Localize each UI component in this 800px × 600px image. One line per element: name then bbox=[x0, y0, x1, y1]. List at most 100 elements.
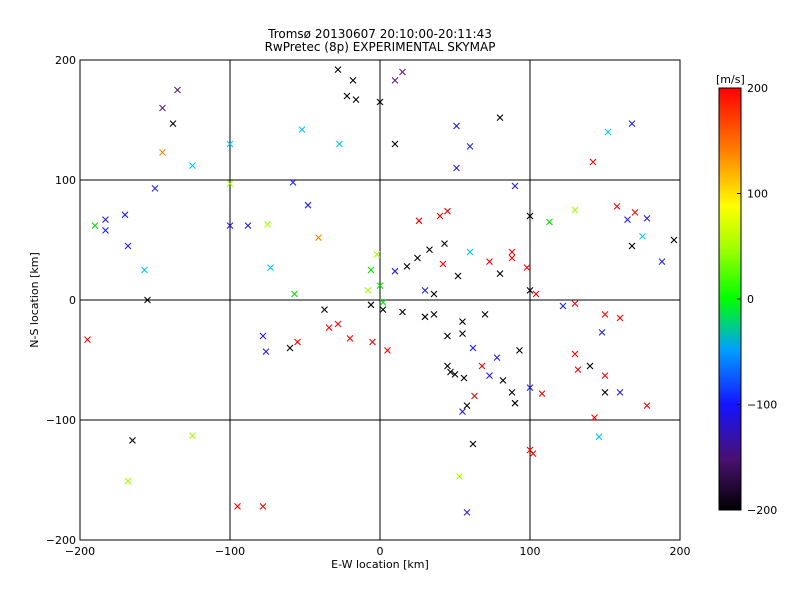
data-point bbox=[367, 301, 375, 309]
colorbar-tick-label: −200 bbox=[747, 504, 777, 517]
data-point bbox=[526, 287, 534, 294]
data-point bbox=[598, 329, 606, 336]
data-point bbox=[267, 264, 274, 271]
data-point bbox=[421, 287, 429, 294]
data-point bbox=[102, 216, 109, 223]
data-point bbox=[670, 236, 678, 244]
chart-subtitle: RwPretec (8p) EXPERIMENTAL SKYMAP bbox=[265, 40, 496, 54]
data-point bbox=[639, 233, 646, 240]
colorbar-ticks: 200 100 0 −100 −200 bbox=[737, 82, 777, 517]
data-point bbox=[144, 296, 151, 304]
data-point bbox=[349, 77, 357, 84]
data-point bbox=[334, 320, 342, 328]
data-point bbox=[304, 201, 312, 209]
x-tick-label: 200 bbox=[670, 545, 691, 558]
data-point bbox=[631, 209, 639, 216]
data-point bbox=[601, 372, 609, 379]
data-point bbox=[459, 330, 466, 337]
colorbar: [m/s] 200 100 0 −100 −200 bbox=[716, 73, 777, 517]
data-point bbox=[613, 203, 621, 210]
colorbar-tick-label: 100 bbox=[747, 188, 768, 201]
colorbar-tick-label: 0 bbox=[747, 293, 754, 306]
data-point bbox=[546, 218, 553, 226]
data-point bbox=[426, 246, 433, 253]
data-point bbox=[469, 440, 477, 448]
data-point bbox=[471, 392, 478, 400]
data-point bbox=[403, 263, 411, 270]
data-point bbox=[367, 266, 375, 274]
data-point bbox=[624, 216, 631, 223]
data-point bbox=[315, 234, 322, 241]
data-point bbox=[298, 126, 306, 133]
data-point bbox=[336, 140, 343, 148]
data-point bbox=[456, 473, 463, 480]
data-point bbox=[496, 270, 504, 277]
data-point bbox=[526, 384, 534, 391]
data-point bbox=[453, 164, 460, 172]
data-point bbox=[325, 324, 333, 331]
data-point bbox=[226, 180, 234, 187]
data-point bbox=[262, 348, 270, 355]
data-point bbox=[259, 503, 267, 510]
data-point bbox=[334, 66, 342, 73]
data-point bbox=[508, 389, 516, 396]
data-points bbox=[84, 66, 678, 516]
data-point bbox=[379, 306, 387, 313]
data-point bbox=[444, 207, 451, 215]
data-point bbox=[346, 335, 354, 342]
data-point bbox=[391, 140, 399, 148]
data-point bbox=[441, 240, 448, 247]
y-tick-label: −100 bbox=[46, 414, 76, 427]
data-point bbox=[141, 266, 148, 274]
data-point bbox=[466, 143, 474, 150]
data-point bbox=[499, 377, 507, 384]
data-point bbox=[189, 162, 196, 169]
x-tick-label: 0 bbox=[377, 545, 384, 558]
data-point bbox=[529, 450, 537, 457]
data-point bbox=[616, 389, 624, 396]
plot-frame bbox=[79, 59, 681, 541]
data-point bbox=[595, 433, 603, 441]
data-point bbox=[658, 258, 666, 265]
data-point bbox=[159, 104, 166, 112]
data-point bbox=[559, 302, 567, 310]
data-point bbox=[616, 314, 624, 322]
x-tick-label: −200 bbox=[65, 545, 95, 558]
data-point bbox=[643, 402, 651, 409]
y-axis-label: N-S location [km] bbox=[28, 252, 41, 348]
data-point bbox=[151, 185, 159, 192]
axis-ticks: −200 −100 0 100 200 −200 −100 0 100 200 bbox=[46, 54, 691, 558]
data-point bbox=[444, 362, 451, 370]
data-point bbox=[373, 251, 381, 258]
data-point bbox=[124, 242, 132, 250]
data-point bbox=[459, 408, 466, 415]
data-point bbox=[601, 389, 609, 396]
data-point bbox=[586, 362, 594, 370]
data-point bbox=[459, 318, 466, 325]
y-tick-label: 200 bbox=[55, 54, 76, 67]
data-point bbox=[463, 509, 471, 516]
data-point bbox=[601, 311, 609, 318]
data-point bbox=[523, 264, 531, 271]
data-point bbox=[571, 206, 579, 214]
data-point bbox=[124, 477, 132, 485]
data-point bbox=[430, 311, 438, 318]
data-point bbox=[391, 267, 399, 275]
data-point bbox=[460, 374, 468, 382]
y-tick-label: 0 bbox=[69, 294, 76, 307]
data-point bbox=[454, 272, 462, 280]
data-point bbox=[604, 128, 612, 136]
colorbar-unit-label: [m/s] bbox=[716, 73, 745, 86]
data-point bbox=[589, 158, 597, 166]
data-point bbox=[538, 390, 546, 397]
data-point bbox=[169, 120, 177, 127]
colorbar-tick-label: 200 bbox=[747, 82, 768, 95]
data-point bbox=[415, 217, 423, 225]
data-point bbox=[289, 179, 297, 186]
data-point bbox=[376, 98, 384, 106]
data-point bbox=[439, 260, 447, 268]
y-tick-label: 100 bbox=[55, 174, 76, 187]
data-point bbox=[264, 221, 271, 228]
data-point bbox=[444, 332, 451, 340]
